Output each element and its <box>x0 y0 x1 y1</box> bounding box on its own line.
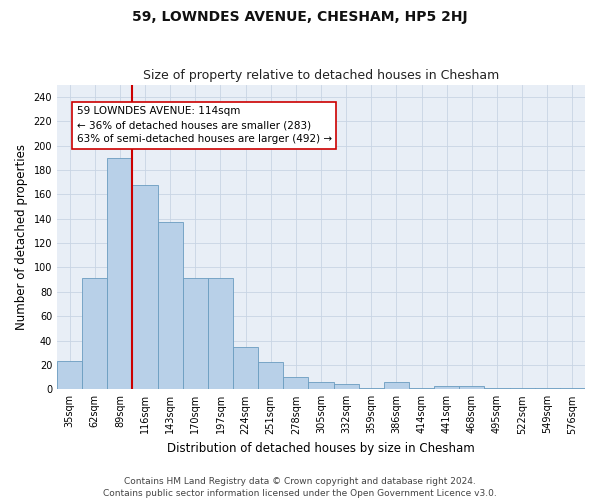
Bar <box>183 278 208 390</box>
Bar <box>434 386 459 390</box>
Bar <box>107 158 133 390</box>
Y-axis label: Number of detached properties: Number of detached properties <box>15 144 28 330</box>
Bar <box>208 278 233 390</box>
Bar <box>133 184 158 390</box>
Bar <box>459 386 484 390</box>
Bar <box>535 388 560 390</box>
Bar <box>258 362 283 390</box>
Bar <box>233 346 258 390</box>
Bar <box>308 382 334 390</box>
Bar <box>158 222 183 390</box>
Text: 59, LOWNDES AVENUE, CHESHAM, HP5 2HJ: 59, LOWNDES AVENUE, CHESHAM, HP5 2HJ <box>132 10 468 24</box>
Text: 59 LOWNDES AVENUE: 114sqm
← 36% of detached houses are smaller (283)
63% of semi: 59 LOWNDES AVENUE: 114sqm ← 36% of detac… <box>77 106 332 144</box>
Bar <box>57 362 82 390</box>
Title: Size of property relative to detached houses in Chesham: Size of property relative to detached ho… <box>143 69 499 82</box>
Bar <box>509 388 535 390</box>
Bar <box>283 377 308 390</box>
Bar <box>560 388 585 390</box>
Bar <box>484 388 509 390</box>
X-axis label: Distribution of detached houses by size in Chesham: Distribution of detached houses by size … <box>167 442 475 455</box>
Text: Contains HM Land Registry data © Crown copyright and database right 2024.
Contai: Contains HM Land Registry data © Crown c… <box>103 476 497 498</box>
Bar <box>409 388 434 390</box>
Bar <box>82 278 107 390</box>
Bar <box>384 382 409 390</box>
Bar <box>359 388 384 390</box>
Bar <box>334 384 359 390</box>
